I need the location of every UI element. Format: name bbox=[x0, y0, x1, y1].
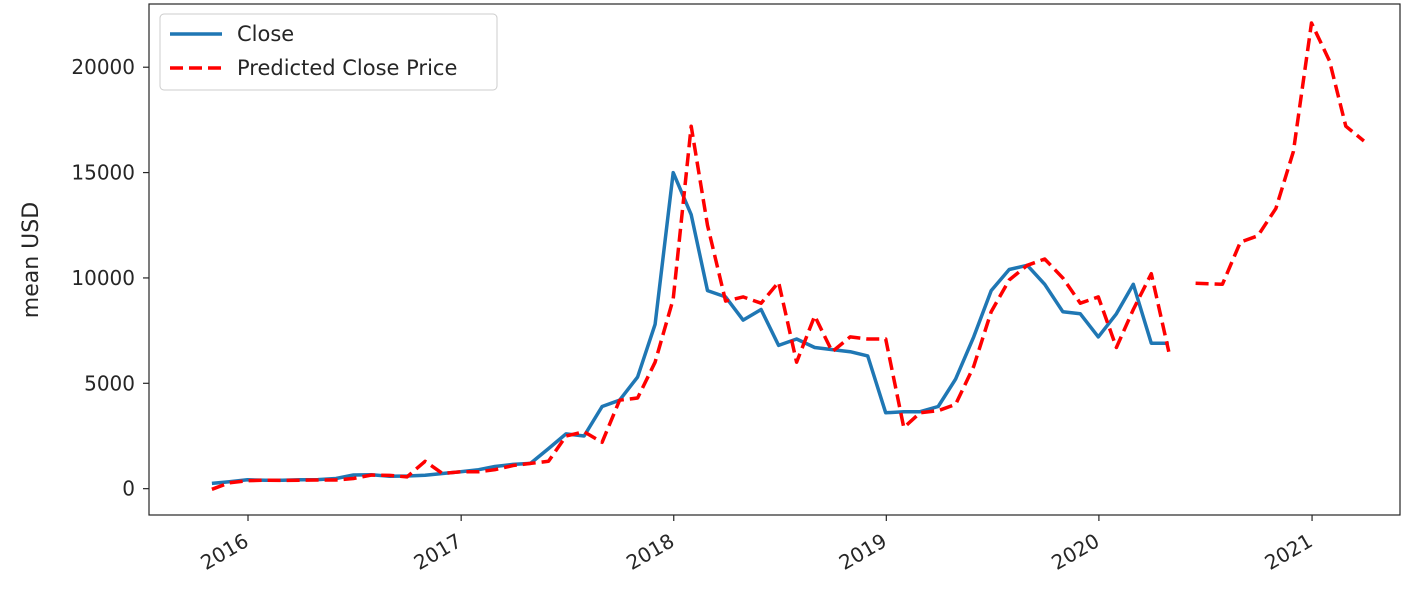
y-tick-label: 15000 bbox=[71, 161, 135, 185]
x-tick-label: 2020 bbox=[1047, 529, 1103, 575]
legend: Close Predicted Close Price bbox=[159, 13, 498, 91]
legend-close-label: Close bbox=[237, 22, 294, 46]
x-tick-label: 2017 bbox=[410, 529, 466, 575]
legend-predicted-label: Predicted Close Price bbox=[237, 56, 457, 80]
y-tick-label: 0 bbox=[122, 477, 135, 501]
y-axis-label: mean USD bbox=[19, 202, 44, 318]
y-tick-label: 5000 bbox=[84, 371, 135, 395]
predicted-close-line-segment-1 bbox=[211, 124, 1171, 491]
x-tick-label: 2016 bbox=[196, 529, 252, 575]
x-tick-label: 2021 bbox=[1260, 529, 1316, 575]
series-layer bbox=[211, 21, 1366, 491]
x-tick-label: 2018 bbox=[622, 529, 678, 575]
x-axis: 2016 2017 2018 2019 2020 2021 bbox=[196, 515, 1317, 575]
y-tick-label: 20000 bbox=[71, 55, 135, 79]
legend-box bbox=[159, 13, 498, 91]
y-tick-label: 10000 bbox=[71, 266, 135, 290]
predicted-close-line-segment-2 bbox=[1195, 21, 1366, 287]
y-axis: 0 5000 10000 15000 20000 bbox=[71, 55, 149, 501]
x-tick-label: 2019 bbox=[835, 529, 891, 575]
